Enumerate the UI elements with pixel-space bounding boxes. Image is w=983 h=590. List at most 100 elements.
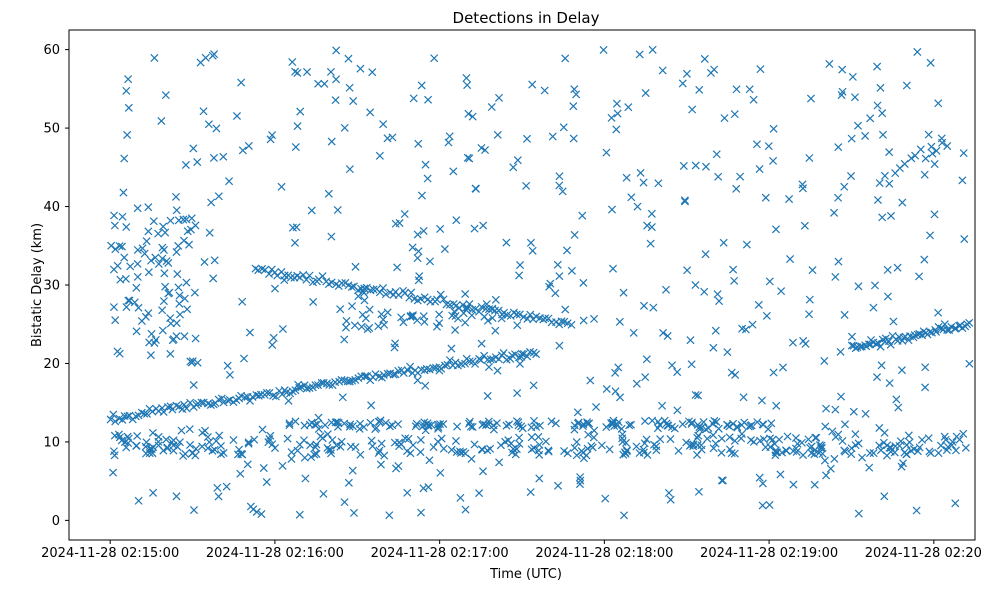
data-point (714, 424, 723, 433)
data-point (478, 467, 488, 476)
data-point (925, 447, 934, 456)
data-point (555, 341, 564, 350)
data-point (445, 356, 454, 365)
data-point (468, 112, 477, 121)
data-point (904, 431, 913, 440)
data-point (602, 148, 611, 157)
data-point (733, 423, 742, 432)
data-point (331, 418, 340, 427)
data-point (461, 289, 470, 299)
data-point (771, 448, 780, 457)
data-point (931, 327, 941, 336)
data-point (861, 131, 870, 140)
data-point (291, 386, 300, 395)
data-point (467, 311, 476, 320)
data-point (522, 134, 532, 143)
data-point (434, 424, 443, 433)
data-point (413, 376, 422, 385)
data-point (463, 81, 472, 90)
data-point (150, 53, 159, 62)
data-point (483, 391, 492, 400)
data-point (376, 460, 385, 469)
data-point (730, 110, 739, 119)
data-point (585, 419, 594, 428)
data-point (548, 132, 557, 141)
data-point (316, 432, 325, 441)
data-point (465, 419, 474, 428)
data-point (322, 379, 331, 388)
data-point (878, 213, 887, 222)
data-point (357, 322, 366, 331)
data-point (233, 450, 242, 459)
data-point (647, 223, 656, 232)
data-point (898, 198, 907, 207)
data-point (356, 450, 365, 459)
data-point (602, 384, 611, 394)
data-point (934, 449, 943, 458)
data-point (417, 191, 426, 200)
data-point (358, 287, 367, 296)
data-point (783, 432, 792, 441)
data-point (406, 312, 415, 321)
data-point (130, 298, 139, 307)
data-point (572, 90, 581, 99)
data-point (820, 456, 829, 465)
data-point (502, 421, 511, 430)
data-point (293, 446, 302, 455)
data-point (504, 436, 513, 445)
data-point (730, 436, 739, 445)
data-point (154, 229, 163, 238)
data-point (836, 392, 846, 401)
data-point (124, 434, 133, 443)
data-point (305, 383, 314, 393)
data-point (207, 198, 216, 207)
data-point (268, 340, 277, 349)
data-point (448, 311, 457, 320)
data-point (622, 173, 631, 182)
data-point (875, 441, 884, 450)
data-point (278, 461, 287, 470)
data-point (291, 143, 300, 152)
data-point (256, 390, 265, 399)
data-point (337, 437, 346, 446)
data-point (761, 193, 770, 202)
data-point (481, 145, 490, 155)
data-point (407, 288, 416, 297)
data-point (694, 487, 703, 496)
data-point (825, 59, 834, 68)
data-point (476, 356, 485, 365)
data-point (193, 358, 202, 367)
data-point (208, 446, 217, 455)
data-point (366, 418, 375, 427)
data-point (270, 284, 280, 293)
data-point (693, 420, 702, 429)
data-point (902, 450, 911, 459)
data-point (166, 349, 175, 358)
data-point (408, 311, 417, 320)
data-point (124, 296, 133, 305)
data-point (116, 275, 125, 284)
data-point (514, 421, 523, 430)
data-point (314, 79, 323, 88)
data-point (959, 149, 968, 158)
data-point (555, 172, 564, 181)
data-point (926, 231, 935, 240)
data-point (393, 263, 402, 272)
data-point (828, 427, 837, 436)
data-point (694, 431, 703, 440)
data-point (799, 451, 808, 460)
data-point (652, 446, 661, 455)
data-point (379, 284, 388, 293)
data-point (327, 137, 336, 146)
data-point (562, 246, 572, 255)
data-point (494, 93, 504, 102)
data-point (611, 368, 620, 377)
data-point (886, 211, 896, 220)
data-point (687, 360, 696, 369)
data-point (667, 361, 677, 370)
data-point (563, 449, 572, 458)
data-point (189, 506, 198, 515)
data-point (351, 443, 360, 452)
data-point (817, 441, 826, 450)
data-point (496, 441, 505, 450)
